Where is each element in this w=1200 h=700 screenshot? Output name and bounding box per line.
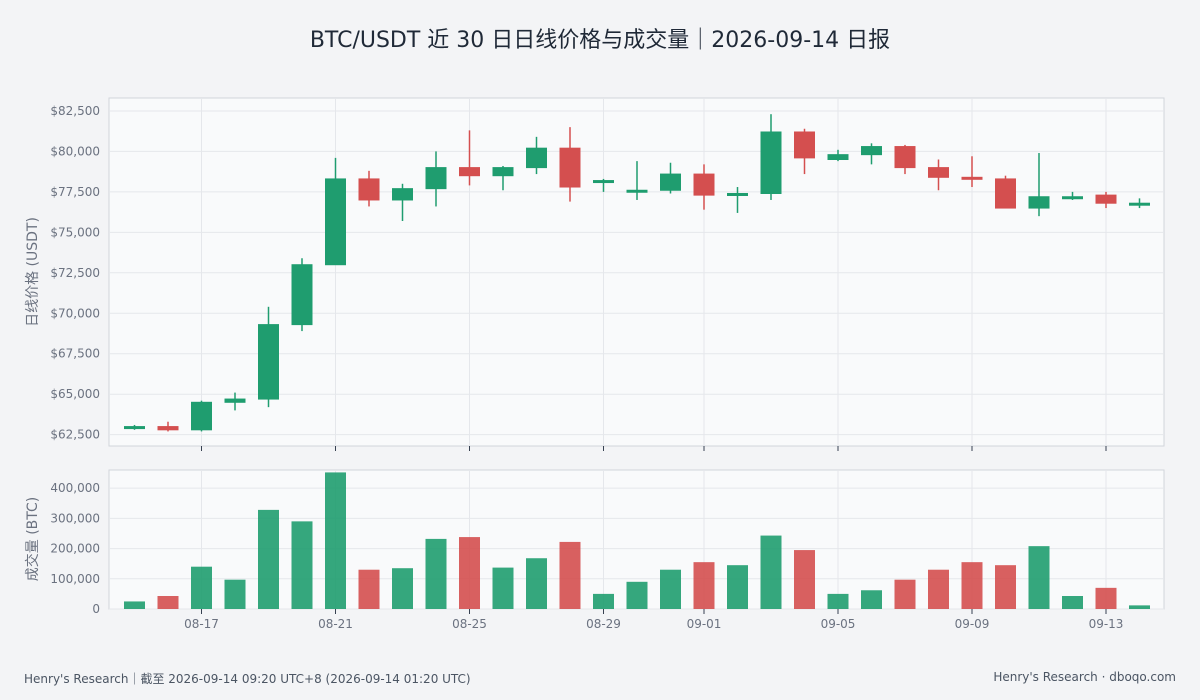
candle-body xyxy=(526,147,547,169)
volume-bar xyxy=(258,509,279,609)
candle-body xyxy=(1095,194,1117,204)
volume-bar xyxy=(559,541,581,609)
volume-bar xyxy=(459,537,480,609)
volume-bar xyxy=(526,558,547,609)
candle-body xyxy=(1129,202,1150,206)
x-tick-label: 08-21 xyxy=(318,617,353,631)
chart-title: BTC/USDT 近 30 日日线价格与成交量｜2026-09-14 日报 xyxy=(309,28,891,53)
volume-bar xyxy=(1062,596,1083,609)
x-tick-label: 09-13 xyxy=(1089,617,1124,631)
volume-bar xyxy=(961,562,983,609)
volume-bar xyxy=(291,521,313,609)
volume-bar xyxy=(191,566,212,609)
candle-body xyxy=(894,146,916,169)
candle-body xyxy=(861,146,882,156)
volume-tick-label: 0 xyxy=(92,602,100,616)
candle-body xyxy=(727,192,748,196)
price-tick-label: $62,500 xyxy=(50,428,100,442)
candle-body xyxy=(693,173,715,196)
volume-bar xyxy=(827,593,849,609)
volume-bar xyxy=(593,593,614,609)
candle-body xyxy=(459,167,480,177)
volume-tick-label: 300,000 xyxy=(50,511,100,525)
volume-bar xyxy=(693,562,715,609)
candle-body xyxy=(995,178,1016,209)
price-axis-title: 日线价格 (USDT) xyxy=(25,217,41,327)
candle-body xyxy=(258,324,279,400)
volume-bar xyxy=(894,579,916,609)
x-tick-label: 08-17 xyxy=(184,617,219,631)
volume-axis-title: 成交量 (BTC) xyxy=(24,497,41,582)
candle-body xyxy=(325,178,346,266)
footer-brand: Henry's Research · dboqo.com xyxy=(993,670,1176,684)
price-tick-label: $67,500 xyxy=(50,347,100,361)
candle-body xyxy=(124,426,145,430)
candle-body xyxy=(492,167,514,177)
volume-layer xyxy=(124,472,1150,609)
candle-body xyxy=(392,188,413,201)
candle-body xyxy=(425,167,447,190)
volume-tick-label: 100,000 xyxy=(50,572,100,586)
candle-body xyxy=(928,167,949,178)
candle-body xyxy=(559,147,581,188)
x-tick-label: 08-25 xyxy=(452,617,487,631)
volume-bar xyxy=(157,596,179,609)
tick-layer: $62,500 $65,000 $67,500 $70,000 $72,500 $75,0… xyxy=(50,104,1123,631)
volume-bar xyxy=(124,601,145,609)
volume-bar xyxy=(358,569,380,609)
volume-bar xyxy=(760,535,782,609)
price-tick-label: $82,500 xyxy=(50,104,100,118)
candle-body xyxy=(626,189,648,193)
volume-bar xyxy=(492,567,514,609)
volume-bar xyxy=(727,565,748,609)
volume-bar xyxy=(425,538,447,609)
volume-bar xyxy=(325,472,346,609)
volume-tick-label: 200,000 xyxy=(50,542,100,556)
volume-bar xyxy=(928,569,949,609)
candle-layer xyxy=(124,114,1150,432)
candle-body xyxy=(1028,196,1050,209)
price-tick-label: $75,000 xyxy=(50,225,100,239)
price-tick-label: $70,000 xyxy=(50,306,100,320)
candle-body xyxy=(1062,196,1083,200)
volume-bar xyxy=(1028,546,1050,609)
volume-bar xyxy=(1129,605,1150,609)
candle-body xyxy=(358,178,380,201)
volume-bar xyxy=(995,565,1016,609)
candle-body xyxy=(593,180,614,184)
candle-body xyxy=(827,154,849,161)
volume-bar xyxy=(224,579,246,609)
x-tick-label: 08-29 xyxy=(586,617,621,631)
price-tick-label: $72,500 xyxy=(50,266,100,280)
volume-bar xyxy=(861,590,882,609)
candle-body xyxy=(191,401,212,431)
candle-body xyxy=(157,426,179,431)
grid-layer xyxy=(109,98,1164,610)
price-tick-label: $65,000 xyxy=(50,387,100,401)
candle-body xyxy=(794,131,815,159)
x-tick-label: 09-05 xyxy=(821,617,856,631)
price-tick-label: $77,500 xyxy=(50,185,100,199)
volume-bar xyxy=(626,581,648,609)
volume-tick-label: 400,000 xyxy=(50,481,100,495)
candle-body xyxy=(660,173,681,191)
volume-bar xyxy=(660,569,681,609)
volume-bar xyxy=(794,550,815,609)
price-tick-label: $80,000 xyxy=(50,144,100,158)
volume-bar xyxy=(1095,587,1117,609)
candle-body xyxy=(291,264,313,326)
candle-body xyxy=(760,131,782,194)
x-tick-label: 09-01 xyxy=(687,617,722,631)
volume-bar xyxy=(392,568,413,609)
x-tick-label: 09-09 xyxy=(955,617,990,631)
price-panel xyxy=(108,97,1165,447)
candle-body xyxy=(961,176,983,180)
footer-source: Henry's Research｜截至 2026-09-14 09:20 UTC… xyxy=(24,672,471,686)
candle-body xyxy=(224,398,246,403)
